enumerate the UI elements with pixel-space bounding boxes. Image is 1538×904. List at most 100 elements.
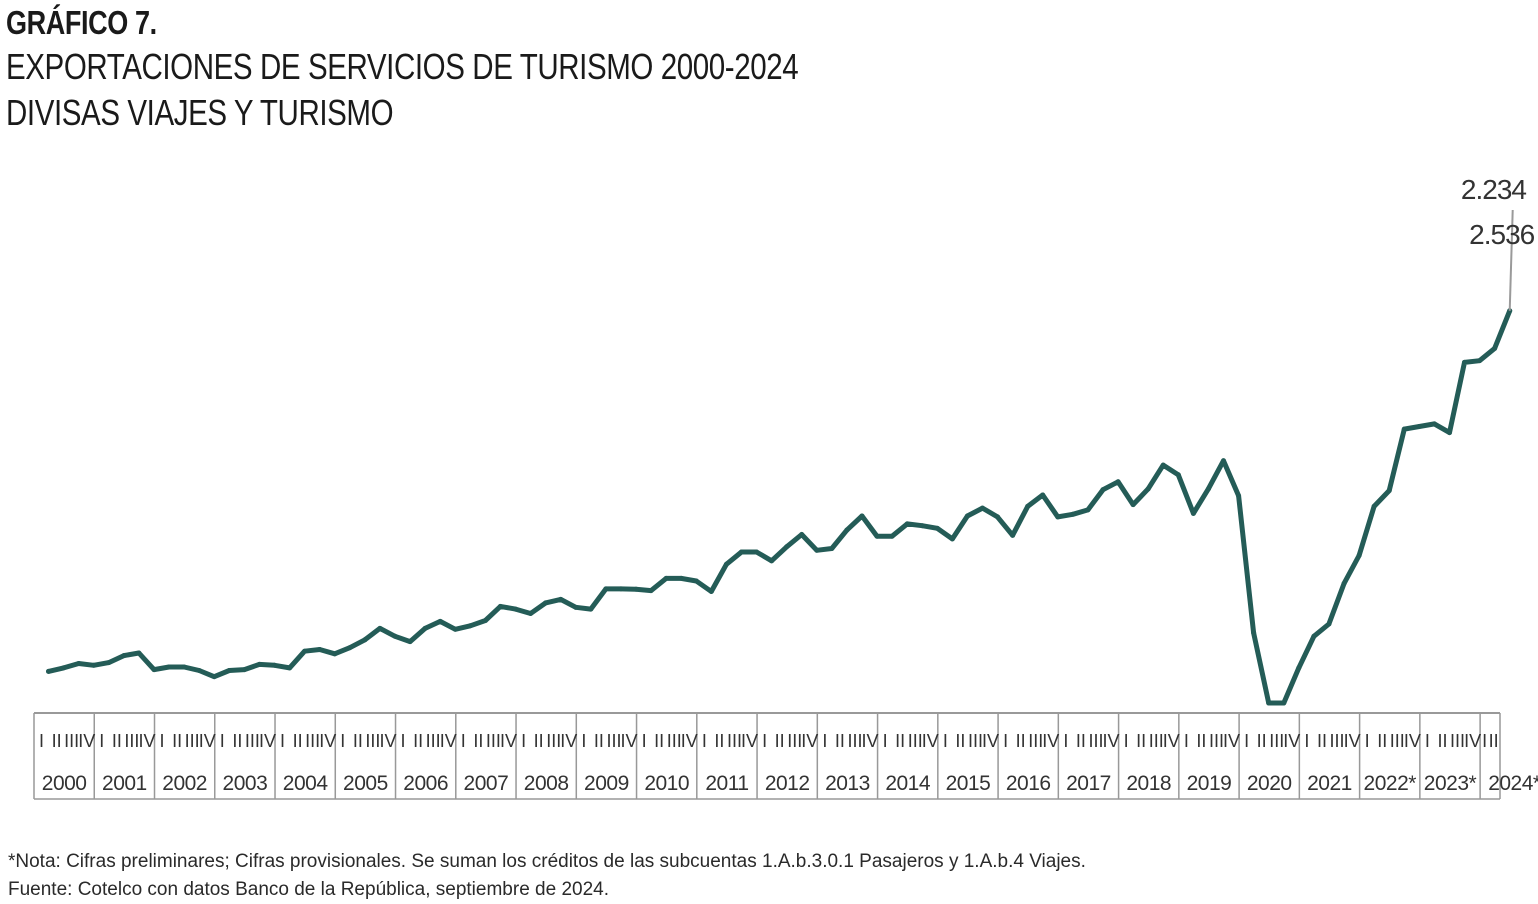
data-point [1341, 581, 1347, 587]
year-tick-label: 2006 [403, 772, 448, 795]
quarter-tick-label: II [1076, 731, 1086, 751]
quarter-tick-label: I [1425, 731, 1430, 751]
quarter-tick-label: I [1482, 731, 1487, 751]
data-point [256, 661, 262, 667]
quarter-tick-label: III [847, 731, 862, 751]
year-tick-label: 2007 [464, 772, 509, 795]
quarter-tick-label: II [1136, 731, 1146, 751]
data-point [513, 606, 519, 612]
year-tick-label: 2014 [885, 772, 931, 795]
data-point [1266, 700, 1272, 706]
quarter-tick-label: III [365, 731, 380, 751]
data-point [1085, 507, 1091, 513]
quarter-tick-label: II [1016, 731, 1026, 751]
peak-value-label: 2.536 [1469, 219, 1534, 250]
data-point [136, 650, 142, 656]
quarter-tick-label: IV [1404, 731, 1421, 751]
quarter-tick-label: I [220, 731, 225, 751]
quarter-tick-label: III [1269, 731, 1284, 751]
quarter-tick-label: III [486, 731, 501, 751]
quarter-tick-label: III [968, 731, 983, 751]
quarter-tick-label: I [1184, 731, 1189, 751]
data-point [1160, 462, 1166, 468]
quarter-tick-label: I [883, 731, 888, 751]
year-tick-label: 2022* [1364, 772, 1417, 795]
data-point [287, 665, 293, 671]
quarter-tick-label: I [1003, 731, 1008, 751]
chart-footer: *Nota: Cifras preliminares; Cifras provi… [8, 848, 1086, 904]
year-tick-label: 2013 [825, 772, 870, 795]
quarter-tick-label: IV [1283, 731, 1300, 751]
quarter-tick-label: IV [199, 731, 216, 751]
year-tick-label: 2009 [584, 772, 629, 795]
quarter-tick-label: IV [922, 731, 939, 751]
data-point [1221, 458, 1227, 464]
chart-subtitle: DIVISAS VIAJES Y TURISMO [6, 92, 394, 133]
year-tick-label: 2001 [102, 772, 147, 795]
data-point [1115, 479, 1121, 485]
year-tick-label: 2005 [343, 772, 388, 795]
data-point [467, 623, 473, 629]
data-point [814, 547, 820, 553]
data-point [1492, 345, 1498, 351]
data-point [437, 618, 443, 624]
data-point [1401, 426, 1407, 432]
data-point [196, 668, 202, 674]
quarter-tick-label: I [39, 731, 44, 751]
data-point [1145, 486, 1151, 492]
data-point [482, 617, 488, 623]
data-point [603, 586, 609, 592]
quarter-tick-label: II [232, 731, 242, 751]
quarter-tick-label: I [340, 731, 345, 751]
chart-header: GRÁFICO 7. EXPORTACIONES DE SERVICIOS DE… [6, 2, 972, 136]
quarter-tick-label: IV [621, 731, 638, 751]
data-point [377, 625, 383, 631]
data-point [919, 523, 925, 529]
quarter-tick-label: III [426, 731, 441, 751]
data-point [332, 651, 338, 657]
data-point [1100, 487, 1106, 493]
quarter-tick-label: III [64, 731, 79, 751]
quarter-tick-label: IV [1223, 731, 1240, 751]
quarter-tick-label: II [534, 731, 544, 751]
quarter-tick-label: I [160, 731, 165, 751]
data-point [934, 525, 940, 531]
quarter-tick-label: IV [440, 731, 457, 751]
quarter-tick-label: III [124, 731, 139, 751]
quarter-tick-label: IV [1163, 731, 1180, 751]
data-point [46, 668, 52, 674]
annotation-leader-line [1508, 209, 1514, 311]
quarter-tick-label: IV [741, 731, 758, 751]
data-point [362, 637, 368, 643]
quarter-tick-label: IV [319, 731, 336, 751]
data-point [1025, 503, 1031, 509]
quarter-tick-label: I [702, 731, 707, 751]
quarter-tick-label: IV [560, 731, 577, 751]
quarter-tick-label: III [1028, 731, 1043, 751]
source-note: Fuente: Cotelco con datos Banco de la Re… [8, 879, 609, 900]
quarter-tick-label: I [1304, 731, 1309, 751]
data-point [874, 533, 880, 539]
quarter-tick-label: III [787, 731, 802, 751]
quarter-tick-label: IV [1344, 731, 1361, 751]
data-point [241, 667, 247, 673]
chart-title: EXPORTACIONES DE SERVICIOS DE TURISMO 20… [6, 46, 799, 87]
quarter-tick-label: III [667, 731, 682, 751]
data-point [738, 549, 744, 555]
quarter-tick-label: III [1088, 731, 1103, 751]
data-point [723, 561, 729, 567]
year-tick-label: 2024** [1488, 772, 1538, 795]
quarter-tick-label: III [1330, 731, 1345, 751]
data-point [1040, 492, 1046, 498]
data-point [61, 665, 67, 671]
quarter-tick-label: III [1390, 731, 1405, 751]
data-point [1386, 488, 1392, 494]
data-point [1311, 633, 1317, 639]
quarter-tick-label: II [1437, 731, 1447, 751]
quarter-tick-label: I [461, 731, 466, 751]
quarter-tick-label: IV [1464, 731, 1481, 751]
data-point [407, 639, 413, 645]
data-point [1130, 502, 1136, 508]
quarter-tick-label: II [654, 731, 664, 751]
